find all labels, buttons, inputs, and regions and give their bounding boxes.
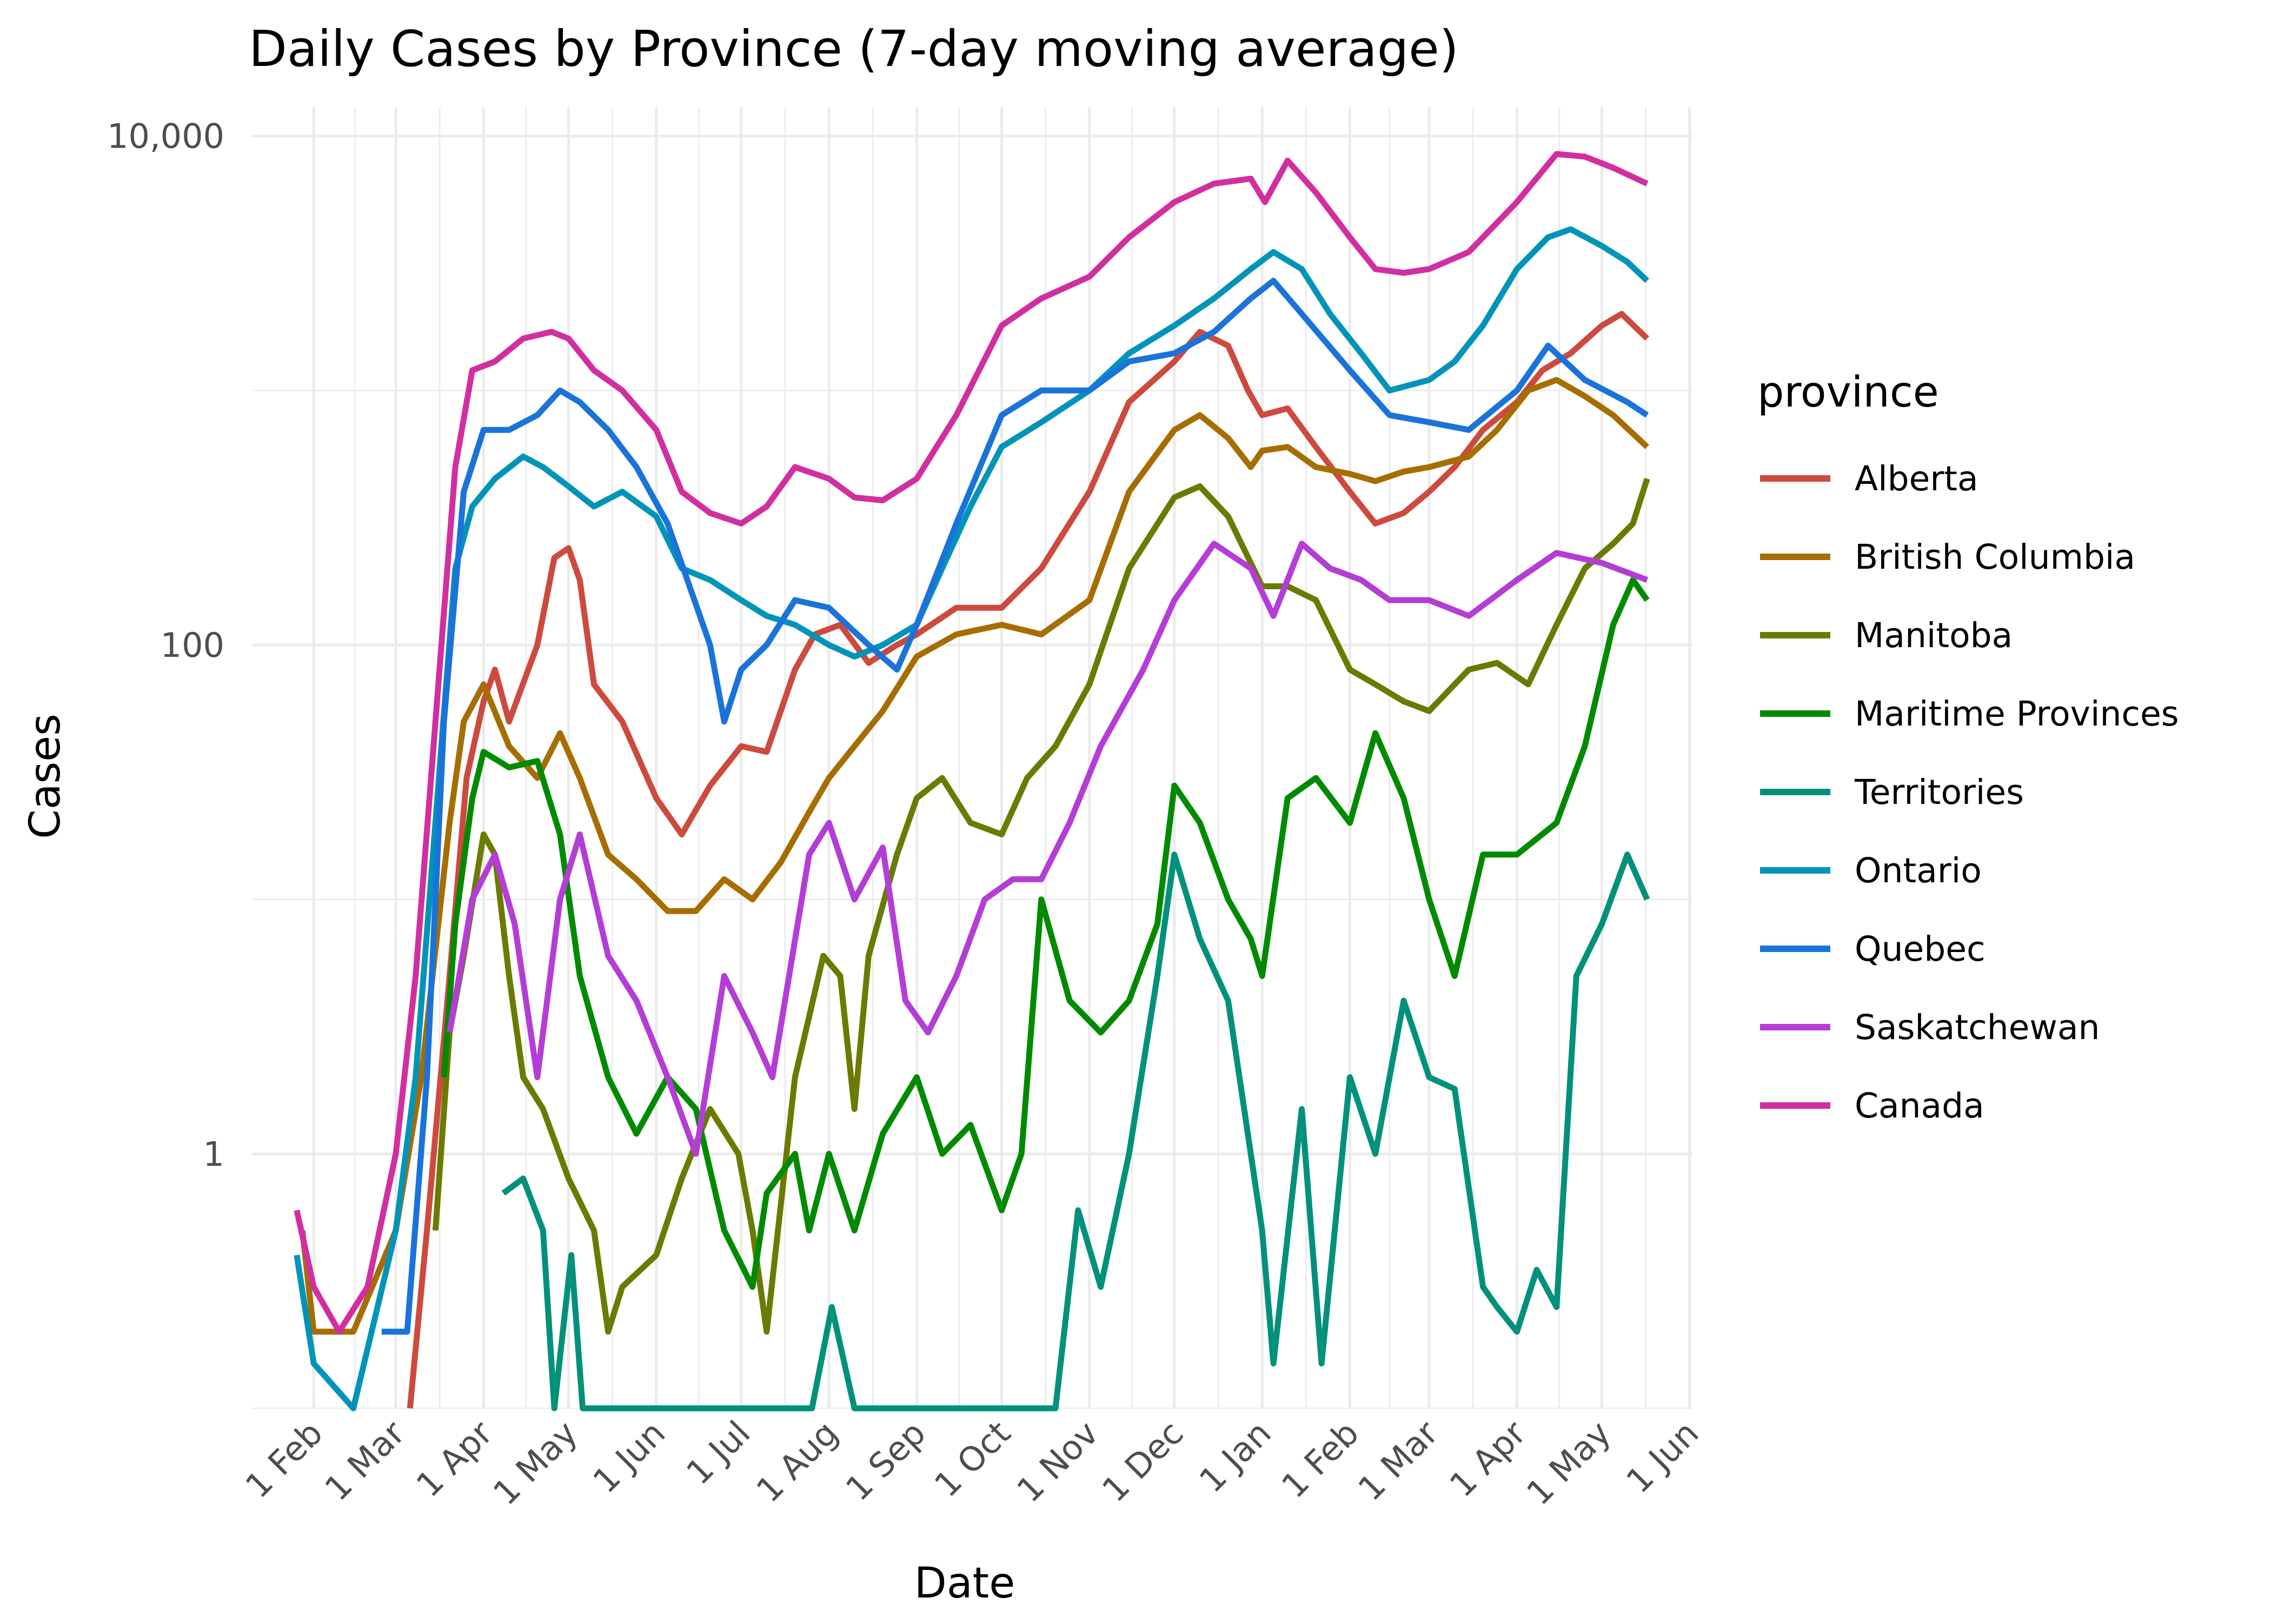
legend-label: Territories bbox=[1854, 773, 2024, 812]
x-tick-label: 1 Jul bbox=[679, 1413, 758, 1492]
x-axis-title: Date bbox=[914, 1559, 1015, 1608]
legend-label: Manitoba bbox=[1855, 616, 2013, 655]
y-axis-title: Cases bbox=[21, 714, 70, 839]
legend-label: British Columbia bbox=[1855, 537, 2135, 577]
series-lines bbox=[294, 151, 1650, 1412]
x-tick-label: 1 Feb bbox=[238, 1413, 330, 1506]
legend-label: Quebec bbox=[1855, 929, 1986, 969]
x-tick-label: 1 Apr bbox=[409, 1413, 501, 1505]
series-line-saskatchewan bbox=[447, 541, 1649, 1157]
legend-label: Maritime Provinces bbox=[1855, 694, 2179, 734]
x-tick-label: 1 May bbox=[486, 1413, 585, 1513]
x-tick-label: 1 Oct bbox=[927, 1413, 1018, 1505]
series-line-maritime-provinces bbox=[441, 577, 1650, 1290]
series-line-canada bbox=[294, 151, 1649, 1335]
x-tick-label: 1 Jun bbox=[585, 1413, 673, 1501]
legend-label: Canada bbox=[1855, 1086, 1984, 1126]
y-tick-label: 100 bbox=[161, 625, 224, 665]
x-tick-label: 1 Feb bbox=[1274, 1413, 1366, 1506]
legend: province Alberta British Columbia Manitoba… bbox=[1757, 368, 2179, 1126]
x-tick-label: 1 Nov bbox=[1009, 1413, 1106, 1510]
legend-label: Alberta bbox=[1855, 459, 1978, 498]
x-tick-label: 1 Jan bbox=[1192, 1413, 1279, 1500]
grid bbox=[251, 107, 1692, 1409]
series-line-quebec bbox=[381, 277, 1649, 1335]
series-line-ontario bbox=[294, 226, 1649, 1412]
x-tick-label: 1 Mar bbox=[1351, 1413, 1446, 1509]
y-tick-label: 10,000 bbox=[107, 117, 224, 156]
series-line-territories bbox=[501, 851, 1650, 1412]
legend-title: province bbox=[1757, 368, 1939, 417]
x-tick-label: 1 Dec bbox=[1094, 1413, 1191, 1509]
chart-title: Daily Cases by Province (7-day moving av… bbox=[249, 20, 1459, 78]
x-tick-label: 1 May bbox=[1519, 1413, 1618, 1513]
legend-label: Saskatchewan bbox=[1855, 1008, 2100, 1047]
x-tick-label: 1 Sep bbox=[838, 1413, 933, 1508]
series-line-alberta bbox=[407, 311, 1650, 1409]
x-tick-label: 1 Aug bbox=[749, 1413, 846, 1510]
series-line-british-columbia bbox=[299, 377, 1649, 1335]
x-tick-label: 1 Jun bbox=[1618, 1413, 1706, 1501]
series-line-manitoba bbox=[432, 477, 1650, 1335]
x-tick-label: 1 Apr bbox=[1442, 1413, 1534, 1505]
legend-label: Ontario bbox=[1855, 851, 1982, 890]
y-axis-ticks: 1 100 10,000 bbox=[107, 117, 224, 1174]
x-tick-label: 1 Mar bbox=[317, 1413, 413, 1509]
y-tick-label: 1 bbox=[203, 1134, 224, 1174]
